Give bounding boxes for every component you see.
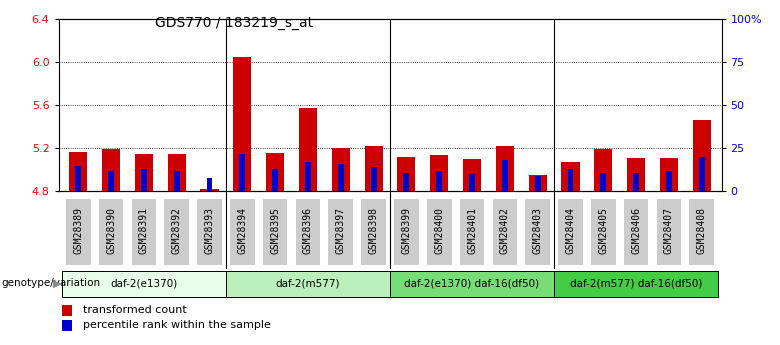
Bar [69, 151, 87, 191]
Bar [693, 120, 711, 191]
Text: GSM28407: GSM28407 [664, 207, 674, 254]
Bar [332, 148, 349, 191]
Bar [403, 172, 410, 191]
FancyBboxPatch shape [690, 199, 714, 265]
Bar [568, 169, 573, 191]
Text: GSM28401: GSM28401 [467, 207, 477, 254]
Bar [62, 305, 72, 316]
Text: GSM28394: GSM28394 [237, 207, 247, 254]
Text: GSM28405: GSM28405 [598, 207, 608, 254]
Bar [699, 157, 705, 191]
Bar [200, 189, 218, 191]
Bar [102, 149, 120, 191]
Bar [666, 171, 672, 191]
Bar [431, 155, 448, 191]
Bar [364, 146, 383, 191]
FancyBboxPatch shape [62, 271, 226, 297]
FancyBboxPatch shape [230, 199, 254, 265]
Text: GSM28406: GSM28406 [631, 207, 641, 254]
FancyBboxPatch shape [165, 199, 189, 265]
Bar [299, 108, 317, 191]
Bar [266, 152, 284, 191]
FancyBboxPatch shape [226, 271, 390, 297]
Text: transformed count: transformed count [83, 305, 187, 315]
Text: ▶: ▶ [53, 278, 62, 288]
Bar [660, 158, 678, 191]
Bar [594, 149, 612, 191]
FancyBboxPatch shape [197, 199, 222, 265]
Bar [463, 159, 481, 191]
Bar [562, 162, 580, 191]
FancyBboxPatch shape [591, 199, 615, 265]
FancyBboxPatch shape [296, 199, 321, 265]
Bar [141, 169, 147, 191]
Text: GSM28393: GSM28393 [204, 207, 215, 254]
Bar [62, 320, 72, 331]
Bar [436, 171, 442, 191]
FancyBboxPatch shape [328, 199, 353, 265]
Text: GSM28392: GSM28392 [172, 207, 182, 254]
Bar [233, 57, 251, 191]
Bar [496, 146, 514, 191]
Bar [135, 154, 153, 191]
FancyBboxPatch shape [558, 199, 583, 265]
FancyBboxPatch shape [624, 199, 648, 265]
FancyBboxPatch shape [427, 199, 452, 265]
Bar [272, 169, 278, 191]
Text: GSM28396: GSM28396 [303, 207, 313, 254]
FancyBboxPatch shape [99, 199, 123, 265]
FancyBboxPatch shape [526, 199, 550, 265]
Text: daf-2(e1370) daf-16(df50): daf-2(e1370) daf-16(df50) [405, 278, 540, 288]
FancyBboxPatch shape [554, 271, 718, 297]
Bar [397, 157, 416, 191]
FancyBboxPatch shape [492, 199, 517, 265]
Text: GSM28390: GSM28390 [106, 207, 116, 254]
Bar [207, 178, 212, 191]
Text: percentile rank within the sample: percentile rank within the sample [83, 321, 271, 330]
Text: GDS770 / 183219_s_at: GDS770 / 183219_s_at [155, 16, 313, 30]
Text: GSM28404: GSM28404 [566, 207, 576, 254]
Bar [469, 172, 475, 191]
Text: GSM28395: GSM28395 [270, 207, 280, 254]
Text: daf-2(m577) daf-16(df50): daf-2(m577) daf-16(df50) [570, 278, 702, 288]
Bar [627, 158, 645, 191]
Text: GSM28397: GSM28397 [335, 207, 346, 254]
Bar [370, 167, 377, 191]
Text: GSM28398: GSM28398 [369, 207, 378, 254]
FancyBboxPatch shape [263, 199, 288, 265]
Text: daf-2(m577): daf-2(m577) [275, 278, 340, 288]
Bar [239, 154, 245, 191]
FancyBboxPatch shape [657, 199, 681, 265]
Bar [502, 160, 508, 191]
Bar [168, 154, 186, 191]
Bar [75, 166, 81, 191]
Bar [535, 176, 541, 191]
Bar [305, 162, 311, 191]
Bar [174, 171, 179, 191]
Text: GSM28402: GSM28402 [500, 207, 510, 254]
Text: GSM28399: GSM28399 [402, 207, 411, 254]
FancyBboxPatch shape [394, 199, 419, 265]
FancyBboxPatch shape [66, 199, 90, 265]
Bar [633, 172, 639, 191]
Bar [601, 172, 606, 191]
Text: genotype/variation: genotype/variation [2, 278, 101, 288]
FancyBboxPatch shape [459, 199, 484, 265]
Bar [529, 175, 547, 191]
Text: daf-2(e1370): daf-2(e1370) [110, 278, 178, 288]
Text: GSM28408: GSM28408 [697, 207, 707, 254]
FancyBboxPatch shape [361, 199, 386, 265]
Text: GSM28400: GSM28400 [434, 207, 445, 254]
Text: GSM28403: GSM28403 [533, 207, 543, 254]
Text: GSM28389: GSM28389 [73, 207, 83, 254]
Bar [108, 171, 114, 191]
FancyBboxPatch shape [390, 271, 554, 297]
Bar [338, 164, 344, 191]
FancyBboxPatch shape [132, 199, 156, 265]
Text: GSM28391: GSM28391 [139, 207, 149, 254]
